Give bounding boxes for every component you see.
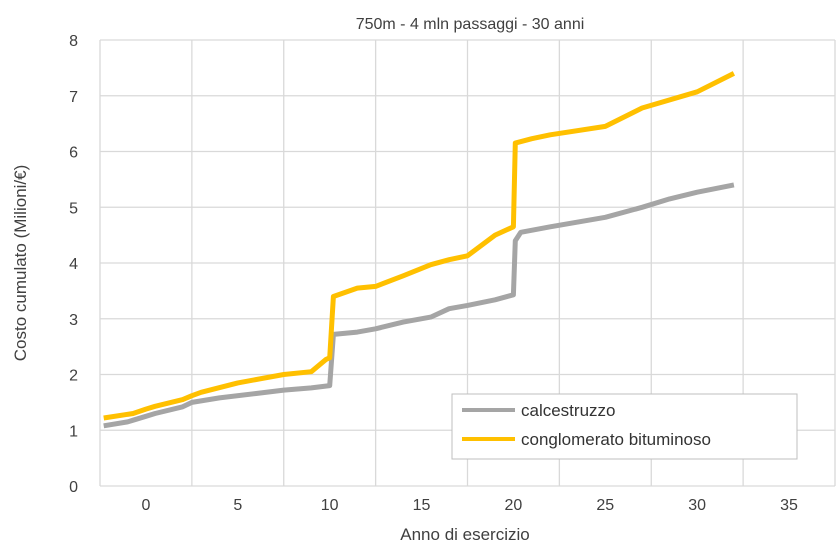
series-layer (103, 71, 736, 429)
legend-box (451, 393, 798, 460)
legend-label-conglomerato-bituminoso: conglomerato bituminoso (521, 430, 711, 449)
series-line-conglomerato-bituminoso (103, 71, 736, 421)
x-tick-label: 15 (413, 497, 431, 514)
x-tick-labels: 0 5 10 15 20 25 30 35 (141, 497, 798, 514)
legend: calcestruzzo conglomerato bituminoso (451, 393, 798, 460)
x-tick-label: 35 (780, 497, 798, 514)
y-tick-label: 4 (69, 256, 78, 273)
y-axis-title: Costo cumulato (Milioni/€) (11, 165, 30, 362)
chart-title: 750m - 4 mln passaggi - 30 anni (356, 16, 585, 33)
y-tick-label: 8 (69, 33, 78, 50)
series-line-calcestruzzo (103, 182, 735, 429)
x-tick-label: 25 (596, 497, 614, 514)
y-tick-label: 1 (69, 423, 78, 440)
x-tick-label: 30 (688, 497, 706, 514)
x-tick-label: 10 (321, 497, 339, 514)
x-tick-label: 20 (505, 497, 523, 514)
x-tick-label: 0 (141, 497, 150, 514)
x-tick-label: 5 (233, 497, 242, 514)
y-tick-labels: 0 1 2 3 4 5 6 7 8 (69, 33, 78, 496)
y-tick-label: 6 (69, 145, 78, 162)
legend-label-calcestruzzo: calcestruzzo (521, 401, 615, 420)
y-tick-label: 2 (69, 368, 78, 385)
y-tick-label: 7 (69, 89, 78, 106)
y-tick-label: 0 (69, 479, 78, 496)
y-tick-label: 3 (69, 312, 78, 329)
x-axis-title: Anno di esercizio (400, 525, 529, 544)
y-tick-label: 5 (69, 200, 78, 217)
